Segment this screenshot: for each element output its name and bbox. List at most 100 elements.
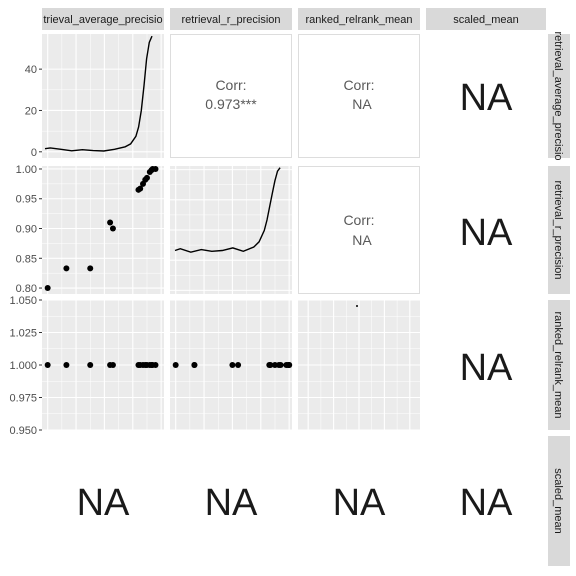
y-tick-label: 0.80 xyxy=(16,283,37,295)
panel-r2c4: NA xyxy=(460,212,513,254)
panel-r1c4: NA xyxy=(460,77,513,119)
panel-r1c1-bg xyxy=(42,34,164,158)
y-tick-label: 0.90 xyxy=(16,224,37,236)
panel-r3c3-grid xyxy=(298,299,420,431)
panel-r2c1-grid xyxy=(42,166,164,294)
panel-r2c3: Corr: NA xyxy=(298,166,420,294)
y-tick-label: 1.025 xyxy=(9,328,37,340)
na-r3c4: NA xyxy=(460,347,513,389)
y-tick-label: 0 xyxy=(31,147,37,159)
panel-r2c1 xyxy=(42,165,164,294)
corr-r1c2-label: Corr: xyxy=(215,77,246,93)
col-strip-3-label: ranked_relrank_mean xyxy=(305,14,412,26)
y-axis-row-2: 0.80 0.85 0.90 0.95 1.00 xyxy=(16,164,42,295)
panel-r1c1-grid xyxy=(42,34,164,158)
y-tick-label: 1.050 xyxy=(9,295,37,307)
y-axis-row-3: 0.950 0.975 1.000 1.025 1.050 xyxy=(9,295,42,437)
scatter-points-r3c1 xyxy=(44,362,159,368)
panel-r1c2-bg xyxy=(170,34,292,158)
panel-r4c2: NA xyxy=(205,482,258,524)
row-strips: retrieval_average_precisio retrieval_r_p… xyxy=(548,31,570,566)
y-tick-label: 0.975 xyxy=(9,393,37,405)
y-tick-label: 20 xyxy=(25,105,37,117)
row-strip-4-bg xyxy=(548,436,570,566)
tiny-point-r3c3 xyxy=(356,305,358,307)
col-strip-3-bg xyxy=(298,8,420,30)
col-strip-4-label: scaled_mean xyxy=(453,14,518,26)
scatter-point xyxy=(235,362,242,368)
panel-r2c2 xyxy=(170,166,292,294)
scatter-point xyxy=(229,362,236,368)
panel-r3c3 xyxy=(298,299,420,431)
scatter-point xyxy=(191,362,198,368)
panel-r4c1: NA xyxy=(77,482,130,524)
scatter-point xyxy=(137,185,144,192)
na-r1c4: NA xyxy=(460,77,513,119)
corr-r1c2-value: 0.973*** xyxy=(205,96,257,112)
scatter-points-r2c1 xyxy=(44,165,159,292)
scatter-point xyxy=(143,174,150,181)
panel-r1c1 xyxy=(42,34,164,158)
row-strip-3-label: ranked_relrank_mean xyxy=(552,311,564,418)
y-tick-label: 0.950 xyxy=(9,425,37,437)
panel-r4c3: NA xyxy=(333,482,386,524)
col-strip-4-bg xyxy=(426,8,546,30)
scatter-point xyxy=(63,265,70,272)
y-tick-label: 0.85 xyxy=(16,253,37,265)
y-tick-label: 1.00 xyxy=(16,164,37,176)
density-curve-avg-precision xyxy=(44,35,153,152)
y-axis-row-1: 0 20 40 xyxy=(25,64,42,159)
row-strip-1-bg xyxy=(548,34,570,158)
na-r2c4: NA xyxy=(460,212,513,254)
corr-r2c3-value: NA xyxy=(352,232,372,248)
scatter-point xyxy=(109,362,116,368)
column-strips: trieval_average_precisio retrieval_r_pre… xyxy=(42,8,546,30)
row-strip-4-label: scaled_mean xyxy=(552,468,564,533)
corr-r2c3-label: Corr: xyxy=(343,212,374,228)
col-strip-1-bg xyxy=(42,8,164,30)
y-tick-label: 1.000 xyxy=(9,360,37,372)
col-strip-2-label: retrieval_r_precision xyxy=(181,14,280,26)
panel-r2c3-bg xyxy=(298,166,420,294)
row-strip-1-label: retrieval_average_precisio xyxy=(552,31,564,160)
col-strip-1-label: trieval_average_precisio xyxy=(43,14,162,26)
panel-r2c2-grid xyxy=(170,166,292,294)
scatter-point xyxy=(107,219,114,226)
scatter-point xyxy=(172,362,179,368)
scatter-points-r3c2 xyxy=(172,362,293,368)
scatter-point xyxy=(44,362,51,368)
row-strip-3-bg xyxy=(548,300,570,430)
scatter-point xyxy=(267,362,274,368)
corr-r1c3-label: Corr: xyxy=(343,77,374,93)
na-r4c1: NA xyxy=(77,482,130,524)
scatter-point xyxy=(109,225,116,232)
y-tick-label: 0.95 xyxy=(16,194,37,206)
row-strip-2-bg xyxy=(548,166,570,294)
panel-r1c3: Corr: NA xyxy=(298,34,420,158)
scatter-point xyxy=(87,362,94,368)
scatter-point xyxy=(44,285,51,292)
panel-r1c2: Corr: 0.973*** xyxy=(170,34,292,158)
panel-r1c3-bg xyxy=(298,34,420,158)
panel-r4c4: NA xyxy=(460,482,513,524)
y-tick-label: 40 xyxy=(25,64,37,76)
scatter-point xyxy=(87,265,94,272)
scatter-point xyxy=(152,362,159,368)
col-strip-2-bg xyxy=(170,8,292,30)
row-strip-2-label: retrieval_r_precision xyxy=(552,180,564,279)
panel-r3c1-grid xyxy=(42,299,164,431)
scatter-point xyxy=(277,362,284,368)
panel-r3c1 xyxy=(42,299,164,431)
scatter-point xyxy=(152,165,159,172)
na-r4c2: NA xyxy=(205,482,258,524)
na-r4c4: NA xyxy=(460,482,513,524)
density-curve-r-precision xyxy=(174,167,281,253)
panel-r3c2 xyxy=(170,299,293,431)
panel-r3c4: NA xyxy=(460,347,513,389)
na-r4c3: NA xyxy=(333,482,386,524)
scatter-point xyxy=(63,362,70,368)
scatter-point xyxy=(286,362,293,368)
panel-r2c1-bg xyxy=(42,166,164,294)
corr-r1c3-value: NA xyxy=(352,96,372,112)
